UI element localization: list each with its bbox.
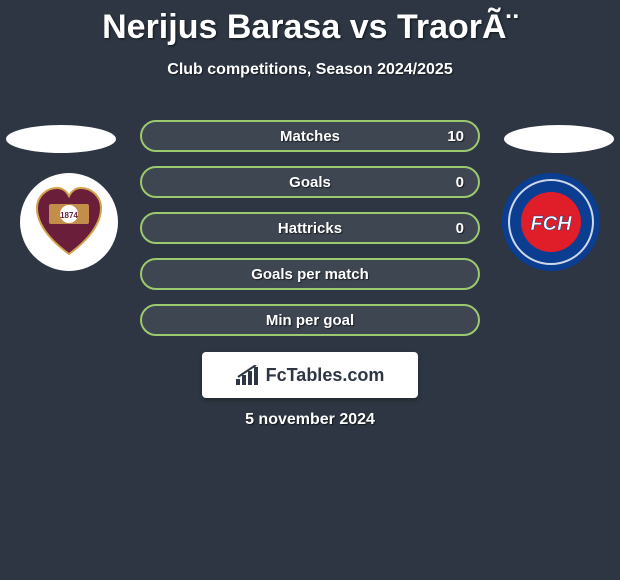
stat-label: Min per goal: [266, 312, 354, 329]
club-badge-left: 1874: [20, 173, 118, 271]
stat-row-min-per-goal: Min per goal: [140, 304, 480, 336]
stat-value: 10: [447, 128, 464, 145]
stat-label: Goals per match: [251, 266, 369, 283]
brand-box[interactable]: FcTables.com: [202, 352, 418, 398]
page-subtitle: Club competitions, Season 2024/2025: [0, 61, 620, 79]
brand-text: FcTables.com: [266, 365, 385, 386]
right-ellipse-decor: [504, 125, 614, 153]
page-title: Nerijus Barasa vs TraorÃ¨: [0, 0, 620, 47]
svg-text:FCH: FCH: [530, 213, 572, 235]
stat-label: Hattricks: [278, 220, 342, 237]
fch-badge-icon: FCH: [502, 173, 600, 271]
stat-row-goals-per-match: Goals per match: [140, 258, 480, 290]
stat-row-matches: Matches 10: [140, 120, 480, 152]
left-ellipse-decor: [6, 125, 116, 153]
bar-chart-icon: [236, 365, 262, 385]
stat-row-goals: Goals 0: [140, 166, 480, 198]
stats-container: Matches 10 Goals 0 Hattricks 0 Goals per…: [140, 120, 480, 336]
stat-value: 0: [456, 220, 464, 237]
date-text: 5 november 2024: [245, 411, 375, 429]
stat-label: Matches: [280, 128, 340, 145]
hearts-badge-icon: 1874: [29, 182, 109, 262]
club-badge-right: FCH: [502, 173, 600, 271]
stat-label: Goals: [289, 174, 331, 191]
svg-text:1874: 1874: [60, 211, 78, 220]
stat-row-hattricks: Hattricks 0: [140, 212, 480, 244]
stat-value: 0: [456, 174, 464, 191]
